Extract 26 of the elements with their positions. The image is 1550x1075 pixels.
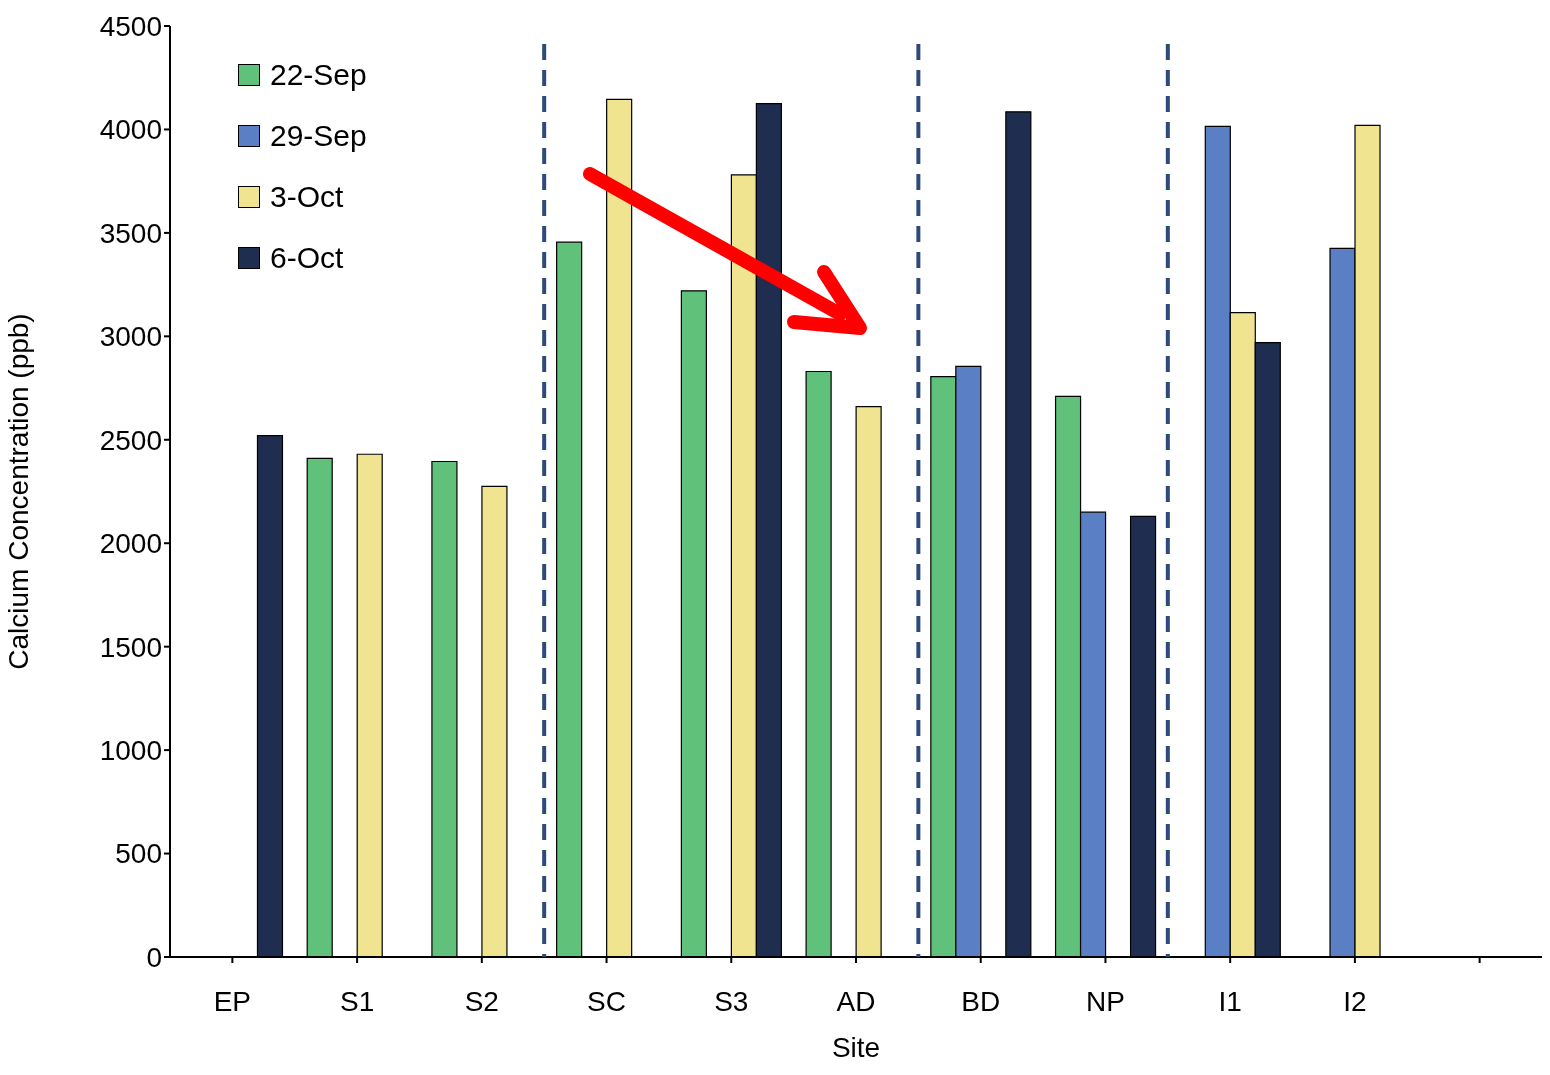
y-tick-label: 4000 <box>99 114 162 146</box>
x-tick-label: NP <box>1086 985 1125 1017</box>
x-tick-label: AD <box>836 985 876 1017</box>
y-tick-label: 3500 <box>99 217 162 249</box>
y-tick-label: 1500 <box>99 631 162 663</box>
legend-label: 22-Sep <box>270 57 367 92</box>
y-tick-label: 2000 <box>99 528 162 560</box>
legend-label: 6-Oct <box>270 240 344 275</box>
x-tick-label: EP <box>213 985 252 1017</box>
y-tick-label: 4500 <box>99 10 162 42</box>
x-tick-label: S2 <box>464 985 499 1017</box>
x-tick-label: I2 <box>1343 985 1367 1017</box>
legend-label: 3-Oct <box>270 179 344 214</box>
y-tick-label: 3000 <box>99 321 162 353</box>
x-tick-label: S3 <box>714 985 749 1017</box>
y-tick-label: 0 <box>146 941 162 973</box>
legend-label: 29-Sep <box>270 118 367 153</box>
y-tick-label: 2500 <box>99 424 162 456</box>
y-tick-label: 1000 <box>99 735 162 767</box>
x-tick-label: SC <box>587 985 626 1017</box>
y-tick-label: 500 <box>115 838 162 870</box>
x-axis-title: Site <box>831 1032 881 1063</box>
x-tick-label: I1 <box>1218 985 1242 1017</box>
x-tick-label: BD <box>961 985 1001 1017</box>
x-tick-label: S1 <box>339 985 375 1017</box>
y-axis-title: Calcium Concentration (ppb) <box>2 313 34 670</box>
